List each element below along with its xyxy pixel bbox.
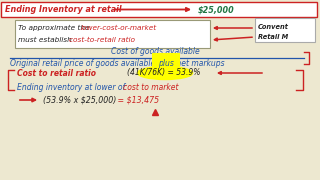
Text: Original retail price of goods available: Original retail price of goods available bbox=[10, 60, 158, 69]
FancyBboxPatch shape bbox=[1, 2, 317, 17]
Text: cost to market: cost to market bbox=[123, 82, 179, 91]
Text: (53.9% x $25,000): (53.9% x $25,000) bbox=[43, 96, 116, 105]
Text: = $13,475: = $13,475 bbox=[115, 96, 159, 105]
Text: $25,000: $25,000 bbox=[198, 5, 235, 14]
Text: Cost of goods available: Cost of goods available bbox=[111, 48, 199, 57]
Text: lower-cost-or-market: lower-cost-or-market bbox=[81, 25, 157, 31]
Text: Retail M: Retail M bbox=[258, 34, 288, 40]
Ellipse shape bbox=[138, 66, 193, 80]
Text: Convent: Convent bbox=[258, 24, 289, 30]
Text: must establish: must establish bbox=[18, 37, 74, 43]
Text: cost-to-retail ratio: cost-to-retail ratio bbox=[69, 37, 135, 43]
Text: Ending inventory at lower of: Ending inventory at lower of bbox=[17, 82, 127, 91]
Text: (41K/76K) = 53.9%: (41K/76K) = 53.9% bbox=[127, 69, 201, 78]
Text: Cost to retail ratio: Cost to retail ratio bbox=[17, 69, 96, 78]
FancyBboxPatch shape bbox=[15, 20, 210, 48]
Text: plus: plus bbox=[158, 60, 174, 69]
FancyBboxPatch shape bbox=[255, 18, 315, 42]
Text: Ending Inventory at retail: Ending Inventory at retail bbox=[5, 5, 122, 14]
Text: net markups: net markups bbox=[174, 60, 225, 69]
Text: To approximate the: To approximate the bbox=[18, 25, 92, 31]
